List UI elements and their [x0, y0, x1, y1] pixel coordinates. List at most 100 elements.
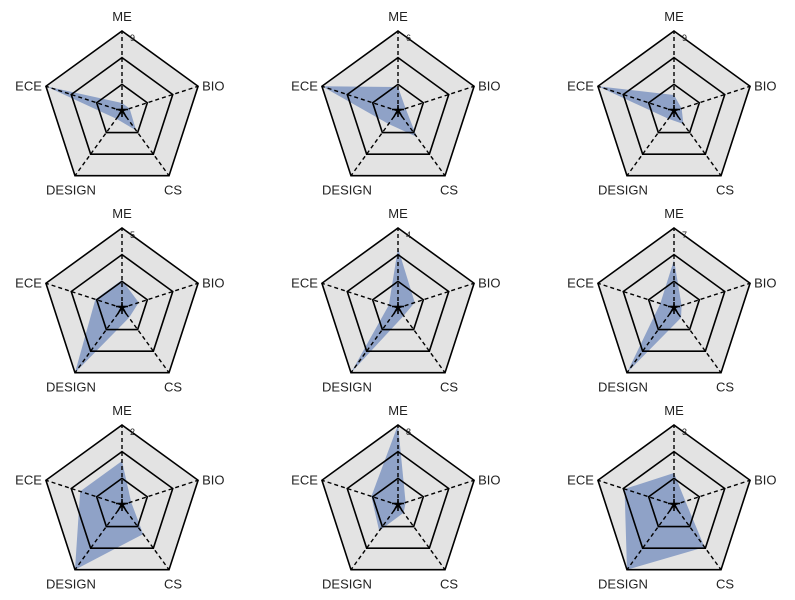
grid-ring-3	[596, 424, 752, 571]
max-value-label: 2	[130, 427, 135, 437]
axis-label-me: ME	[388, 206, 408, 221]
axis-label-bio: BIO	[478, 275, 500, 290]
spoke-design	[350, 110, 399, 177]
spoke-ece	[45, 479, 123, 506]
axis-label-ece: ECE	[291, 78, 318, 93]
grid-ring-1	[371, 477, 425, 528]
center-marker	[116, 499, 128, 512]
radar-panel-7: ME BIO CS DESIGN ECE 2	[15, 403, 224, 592]
grid-ring-1	[647, 280, 701, 331]
radar-panel-1: ME BIO CS DESIGN ECE 9	[15, 9, 224, 198]
spoke-ece	[45, 85, 123, 112]
axis-label-ece: ECE	[291, 275, 318, 290]
axis-label-me: ME	[664, 403, 684, 418]
axis-label-design: DESIGN	[598, 380, 648, 395]
grid-ring-3	[320, 424, 476, 571]
center-marker	[392, 499, 404, 512]
grid-ring-1	[371, 280, 425, 331]
spoke-cs	[397, 307, 446, 374]
grid-ring-1	[95, 280, 149, 331]
grid-ring-2	[622, 450, 726, 549]
axis-label-design: DESIGN	[322, 577, 372, 592]
spoke-bio	[397, 479, 475, 506]
data-polygon	[597, 86, 684, 124]
spoke-ece	[321, 85, 399, 112]
spoke-design	[626, 110, 675, 177]
axis-label-ece: ECE	[567, 275, 594, 290]
radar-panel-6: ME BIO CS DESIGN ECE 7	[567, 206, 776, 395]
axis-label-cs: CS	[164, 577, 182, 592]
center-marker	[392, 302, 404, 315]
radar-panel-3: ME BIO CS DESIGN ECE 9	[567, 9, 776, 198]
grid-ring-2	[346, 56, 450, 155]
axis-label-cs: CS	[164, 183, 182, 198]
axis-label-ece: ECE	[291, 472, 318, 487]
spoke-design	[74, 110, 123, 177]
grid-ring-2	[70, 56, 174, 155]
spoke-bio	[673, 282, 751, 309]
axis-label-cs: CS	[716, 380, 734, 395]
spoke-design	[626, 307, 675, 374]
grid-ring-2	[70, 450, 174, 549]
grid-ring-3	[44, 30, 200, 177]
axis-label-cs: CS	[440, 380, 458, 395]
spoke-bio	[397, 85, 475, 112]
radar-panel-2: ME BIO CS DESIGN ECE 6	[291, 9, 500, 198]
axis-label-me: ME	[112, 206, 132, 221]
axis-label-cs: CS	[164, 380, 182, 395]
spoke-cs	[673, 504, 722, 571]
spoke-cs	[673, 307, 722, 374]
spoke-cs	[397, 110, 446, 177]
axis-label-design: DESIGN	[322, 380, 372, 395]
spoke-cs	[673, 110, 722, 177]
grid-ring-3	[320, 227, 476, 374]
data-polygon	[45, 86, 137, 131]
spoke-design	[74, 504, 123, 571]
axis-label-design: DESIGN	[46, 380, 96, 395]
grid-ring-2	[622, 56, 726, 155]
spoke-ece	[45, 282, 123, 309]
spoke-cs	[397, 504, 446, 571]
radar-panel-5: ME BIO CS DESIGN ECE 4	[291, 206, 500, 395]
spoke-ece	[597, 282, 675, 309]
grid-ring-2	[346, 450, 450, 549]
axis-label-bio: BIO	[478, 78, 500, 93]
axis-label-bio: BIO	[202, 275, 224, 290]
axis-label-ece: ECE	[567, 472, 594, 487]
spoke-ece	[597, 479, 675, 506]
spoke-cs	[121, 504, 170, 571]
axis-label-me: ME	[664, 206, 684, 221]
grid-ring-1	[647, 83, 701, 134]
axis-label-bio: BIO	[754, 78, 776, 93]
grid-ring-2	[622, 253, 726, 352]
spoke-bio	[121, 479, 199, 506]
spoke-bio	[121, 282, 199, 309]
axis-label-cs: CS	[716, 183, 734, 198]
spoke-bio	[121, 85, 199, 112]
axis-label-design: DESIGN	[598, 577, 648, 592]
grid-ring-1	[371, 83, 425, 134]
axis-label-cs: CS	[716, 577, 734, 592]
data-polygon	[74, 461, 144, 570]
axis-label-bio: BIO	[754, 275, 776, 290]
spoke-cs	[121, 110, 170, 177]
axis-label-design: DESIGN	[46, 577, 96, 592]
spoke-ece	[321, 479, 399, 506]
spoke-bio	[673, 85, 751, 112]
axis-label-bio: BIO	[478, 472, 500, 487]
center-marker	[668, 105, 680, 118]
axis-label-bio: BIO	[202, 78, 224, 93]
grid-ring-3	[596, 30, 752, 177]
max-value-label: 8	[406, 427, 411, 437]
max-value-label: 5	[130, 230, 135, 240]
axis-label-design: DESIGN	[322, 183, 372, 198]
center-marker	[116, 105, 128, 118]
axis-label-design: DESIGN	[46, 183, 96, 198]
axis-label-me: ME	[388, 403, 408, 418]
spoke-design	[74, 307, 123, 374]
grid-ring-1	[95, 477, 149, 528]
axis-label-ece: ECE	[15, 472, 42, 487]
spoke-bio	[397, 282, 475, 309]
data-polygon	[321, 86, 417, 137]
axis-label-design: DESIGN	[598, 183, 648, 198]
